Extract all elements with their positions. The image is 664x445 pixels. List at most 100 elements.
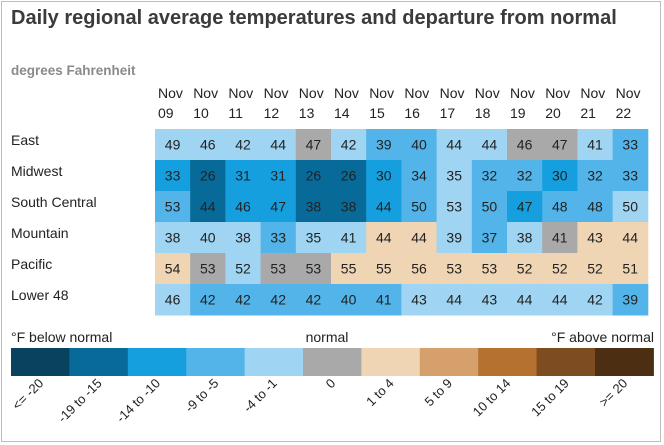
column-day-label: 19: [510, 105, 526, 121]
legend-swatch: [361, 348, 421, 376]
cell-value: 33: [622, 168, 638, 184]
legend-swatch: [595, 348, 654, 376]
column-month-label: Nov: [475, 85, 500, 101]
cell-value: 42: [235, 137, 251, 153]
heatmap-cell: [260, 284, 297, 316]
heatmap-cell: [507, 160, 543, 192]
heatmap-cell: [260, 129, 297, 161]
cell-value: 39: [446, 230, 462, 246]
cell-value: 30: [376, 168, 392, 184]
cell-value: 47: [552, 137, 568, 153]
cell-value: 52: [552, 261, 568, 277]
cell-value: 41: [376, 292, 392, 308]
cell-value: 42: [270, 292, 286, 308]
legend-bin-label: -19 to -15: [55, 376, 105, 426]
cell-value: 44: [200, 199, 216, 215]
column-month-label: Nov: [334, 85, 359, 101]
legend-swatch: [536, 348, 596, 376]
heatmap-cell: [471, 129, 508, 161]
heatmap-cell: [612, 284, 649, 316]
legend-swatch: [419, 348, 479, 376]
column-month-label: Nov: [545, 85, 570, 101]
heatmap-cell: [190, 253, 226, 285]
cell-value: 41: [341, 230, 357, 246]
cell-value: 46: [165, 292, 181, 308]
heatmap-cell: [366, 160, 402, 192]
column-month-label: Nov: [510, 85, 535, 101]
heatmap-cell: [401, 253, 438, 285]
column-month-label: Nov: [404, 85, 429, 101]
cell-value: 46: [200, 137, 216, 153]
heatmap-cell: [471, 191, 508, 223]
heatmap-cell: [295, 191, 332, 223]
cell-value: 39: [622, 292, 638, 308]
heatmap-cell: [507, 253, 543, 285]
column-day-label: 22: [616, 105, 632, 121]
heatmap-cell: [542, 129, 578, 161]
column-day-label: 13: [299, 105, 315, 121]
cell-value: 51: [622, 261, 638, 277]
heatmap-cell: [366, 222, 402, 254]
cell-value: 44: [270, 137, 286, 153]
cell-value: 40: [200, 230, 216, 246]
row-label: Lower 48: [11, 287, 69, 303]
heatmap-cell: [366, 191, 402, 223]
heatmap-cell: [436, 160, 473, 192]
cell-value: 42: [306, 292, 322, 308]
heatmap-cell: [577, 253, 614, 285]
column-month-label: Nov: [193, 85, 218, 101]
heatmap-cell: [577, 129, 614, 161]
heatmap-cell: [295, 284, 332, 316]
row-label: East: [11, 132, 39, 148]
cell-value: 44: [517, 292, 533, 308]
cell-value: 32: [482, 168, 498, 184]
heatmap-cell: [401, 191, 438, 223]
heatmap-cell: [542, 284, 578, 316]
heatmap-cell: [190, 284, 226, 316]
cell-value: 47: [270, 199, 286, 215]
heatmap-cell: [542, 253, 578, 285]
cell-value: 44: [376, 230, 392, 246]
cell-value: 26: [341, 168, 357, 184]
legend-swatch: [303, 348, 362, 376]
cell-value: 31: [235, 168, 251, 184]
heatmap-cell: [542, 222, 578, 254]
heatmap-cell: [190, 191, 226, 223]
legend-bin-label: 5 to 9: [422, 376, 456, 410]
cell-value: 40: [411, 137, 427, 153]
legend-bin-label: 10 to 14: [470, 376, 514, 420]
column-month-label: Nov: [616, 85, 641, 101]
cell-value: 50: [622, 199, 638, 215]
cell-value: 53: [306, 261, 322, 277]
cell-value: 43: [411, 292, 427, 308]
cell-value: 52: [517, 261, 533, 277]
heatmap-cell: [436, 284, 473, 316]
column-day-label: 10: [193, 105, 209, 121]
heatmap-cell: [507, 129, 543, 161]
cell-value: 52: [235, 261, 251, 277]
heatmap-cell: [225, 160, 262, 192]
cell-value: 52: [587, 261, 603, 277]
heatmap-cell: [295, 129, 332, 161]
heatmap-cell: [366, 253, 402, 285]
cell-value: 47: [517, 199, 533, 215]
legend-swatch: [186, 348, 246, 376]
legend-swatch: [244, 348, 304, 376]
cell-value: 38: [235, 230, 251, 246]
cell-value: 53: [482, 261, 498, 277]
legend-swatch: [478, 348, 538, 376]
heatmap-cell: [436, 191, 473, 223]
heatmap-cell: [331, 160, 367, 192]
cell-value: 39: [376, 137, 392, 153]
row-label: South Central: [11, 194, 97, 210]
legend-bin-label: 1 to 4: [363, 376, 397, 410]
heatmap-cell: [155, 191, 191, 223]
column-month-label: Nov: [158, 85, 183, 101]
cell-value: 42: [235, 292, 251, 308]
cell-value: 44: [411, 230, 427, 246]
row-label: Mountain: [11, 225, 69, 241]
row-label: Pacific: [11, 256, 52, 272]
heatmap-cell: [471, 253, 508, 285]
heatmap-cell: [612, 191, 649, 223]
heatmap-cell: [155, 222, 191, 254]
